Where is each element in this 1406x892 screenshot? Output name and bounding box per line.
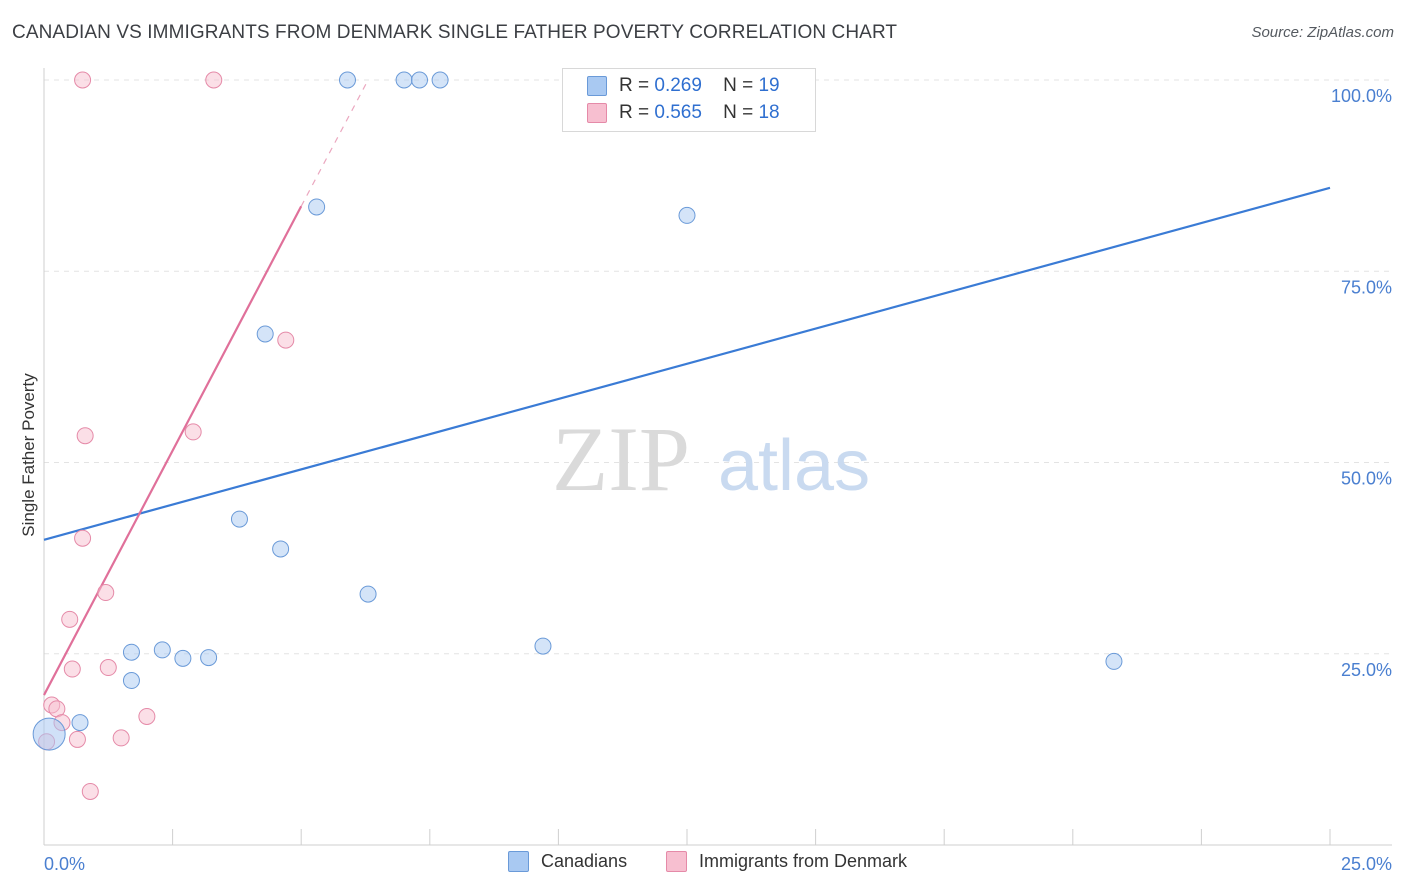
point-denmark — [81, 782, 99, 800]
legend-swatch-denmark — [587, 103, 607, 123]
point-canadians — [1105, 652, 1123, 670]
legend-item-denmark[interactable]: Immigrants from Denmark — [666, 851, 907, 872]
point-canadians — [32, 717, 66, 751]
legend-swatch-denmark — [666, 851, 687, 872]
x-tick-label: 0.0% — [44, 854, 85, 874]
legend-item-canadians[interactable]: Canadians — [508, 851, 627, 872]
point-canadians — [200, 649, 218, 667]
point-canadians — [230, 510, 248, 528]
correlation-legend: R = 0.269 N = 19 R = 0.565 N = 18 — [562, 68, 816, 132]
trend-lines — [43, 79, 1331, 696]
point-canadians — [411, 71, 429, 89]
point-denmark — [99, 659, 117, 677]
source-label: Source: ZipAtlas.com — [1251, 24, 1394, 41]
legend-n-label: N = — [723, 102, 754, 123]
legend-row-canadians: R = 0.269 N = 19 — [587, 74, 780, 98]
point-canadians — [153, 641, 171, 659]
point-canadians — [71, 714, 89, 732]
y-tick-label: 25.0% — [1341, 660, 1392, 680]
y-tick-label: 75.0% — [1341, 277, 1392, 297]
point-canadians — [338, 71, 356, 89]
legend-r-value: 0.269 — [654, 75, 702, 96]
point-denmark — [61, 610, 79, 628]
point-denmark — [63, 660, 81, 678]
point-denmark — [205, 71, 223, 89]
x-tick-label: 25.0% — [1341, 854, 1392, 874]
y-tick-label: 50.0% — [1341, 469, 1392, 489]
point-canadians — [122, 672, 140, 690]
point-canadians — [308, 198, 326, 216]
legend-r-label: R = — [619, 102, 650, 123]
legend-label-canadians: Canadians — [541, 851, 628, 871]
trend-line-denmark — [43, 205, 303, 696]
point-canadians — [534, 637, 552, 655]
point-denmark — [76, 427, 94, 445]
point-canadians — [256, 325, 274, 343]
point-denmark — [277, 331, 295, 349]
axes — [43, 68, 1392, 846]
chart-title: CANADIAN VS IMMIGRANTS FROM DENMARK SING… — [12, 22, 898, 43]
legend-n-value: 18 — [758, 102, 780, 123]
series-legend: Canadians Immigrants from Denmark — [0, 851, 1406, 877]
point-canadians — [122, 643, 140, 661]
point-canadians — [431, 71, 449, 89]
point-denmark — [68, 730, 86, 748]
trend-line-denmark-extension — [300, 79, 369, 207]
point-denmark — [112, 729, 130, 747]
y-tick-label: 100.0% — [1331, 86, 1392, 106]
legend-n-value: 19 — [758, 75, 780, 96]
watermark: ZIP atlas — [552, 408, 870, 510]
point-denmark — [97, 584, 115, 602]
point-canadians — [395, 71, 413, 89]
trend-line-canadians — [43, 186, 1331, 541]
y-axis-label: Single Father Poverty — [19, 373, 38, 537]
point-canadians — [678, 206, 696, 224]
grid-lines — [44, 79, 1392, 655]
point-denmark — [184, 423, 202, 441]
point-denmark — [138, 707, 156, 725]
legend-label-denmark: Immigrants from Denmark — [699, 851, 908, 871]
point-canadians — [174, 649, 192, 667]
point-canadians — [359, 585, 377, 603]
point-canadians — [272, 540, 290, 558]
watermark-zip: ZIP — [552, 408, 690, 510]
point-denmark — [74, 529, 92, 547]
legend-swatch-canadians — [508, 851, 529, 872]
legend-row-denmark: R = 0.565 N = 18 — [587, 101, 780, 125]
legend-r-value: 0.565 — [654, 102, 702, 123]
point-denmark — [74, 71, 92, 89]
legend-r-label: R = — [619, 75, 650, 96]
data-points — [32, 71, 1123, 800]
tick-labels: 25.0% 50.0% 75.0% 100.0% 0.0% 25.0% — [44, 86, 1392, 874]
watermark-atlas: atlas — [718, 426, 870, 506]
legend-swatch-canadians — [587, 76, 607, 96]
legend-n-label: N = — [723, 75, 754, 96]
